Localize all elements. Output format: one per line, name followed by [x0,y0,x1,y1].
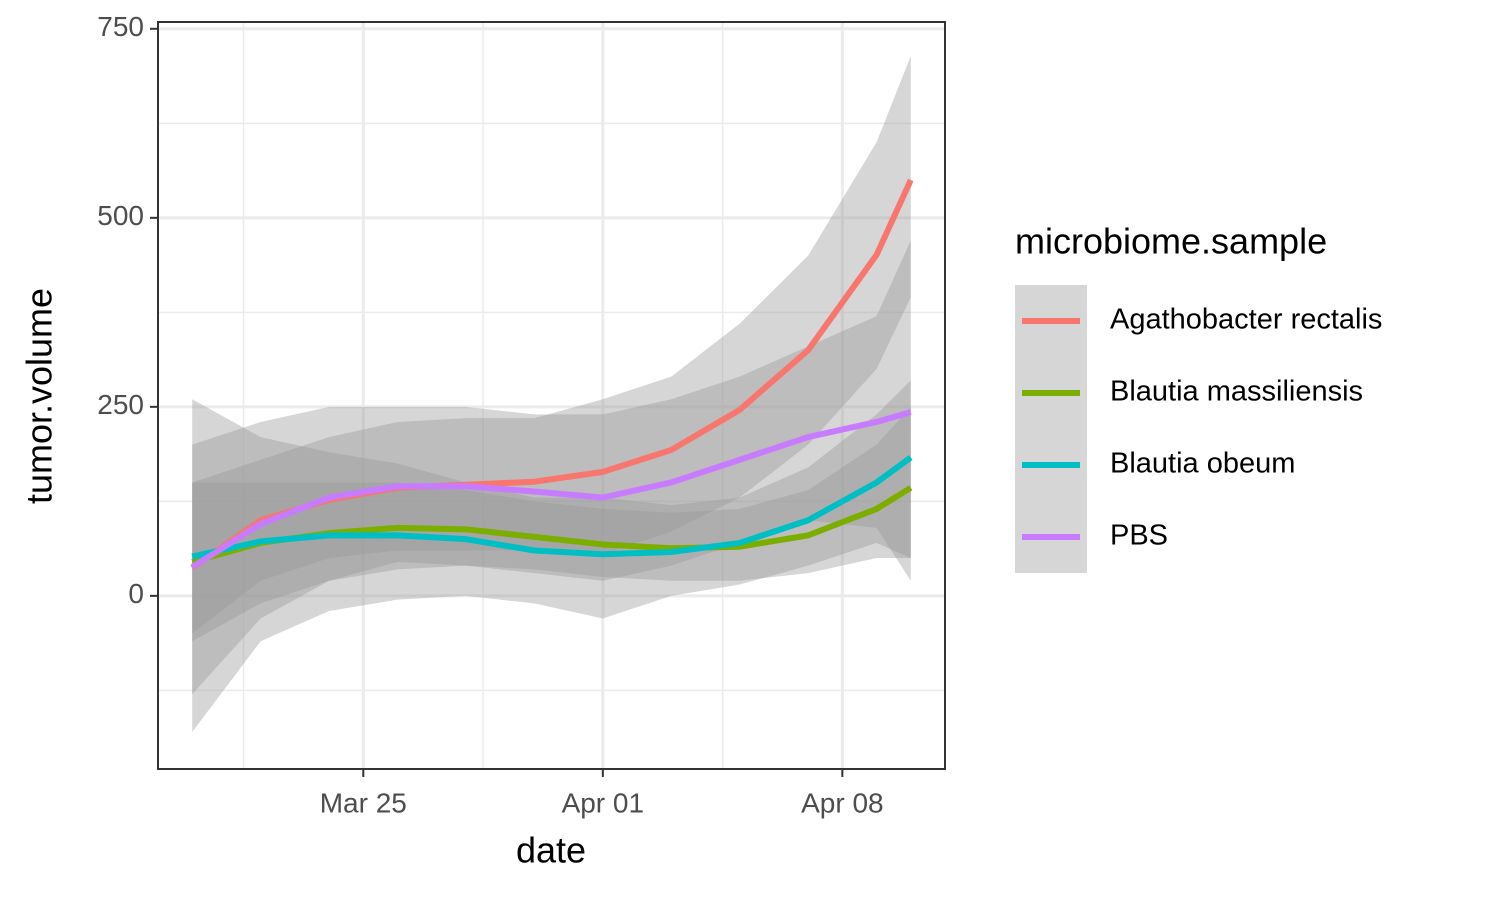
x-tick-label: Apr 08 [801,787,884,818]
x-tick-label: Apr 01 [562,787,645,818]
plot-background [158,22,945,769]
grid [158,22,945,769]
series-line [190,409,912,570]
y-tick-label: 250 [97,389,144,420]
legend-label: Agathobacter rectalis [1110,304,1382,336]
confidence-band [192,240,911,695]
x-tick-label: Mar 25 [320,787,407,818]
legend-title: microbiome.sample [1015,221,1327,262]
legend-label: PBS [1110,520,1168,552]
legend-label: Blautia obeum [1110,448,1295,480]
series-line [191,455,913,560]
y-tick-label: 500 [97,200,144,231]
confidence-band [192,406,911,642]
legend-label: Blautia massiliensis [1110,376,1363,408]
y-tick-label: 0 [128,578,144,609]
plot-border [157,21,946,770]
legend-key-background [1015,285,1087,573]
y-tick-label: 750 [97,11,144,42]
x-axis-title: date [516,830,586,871]
y-axis-title: tumor.volume [19,288,60,504]
confidence-band [192,380,911,732]
